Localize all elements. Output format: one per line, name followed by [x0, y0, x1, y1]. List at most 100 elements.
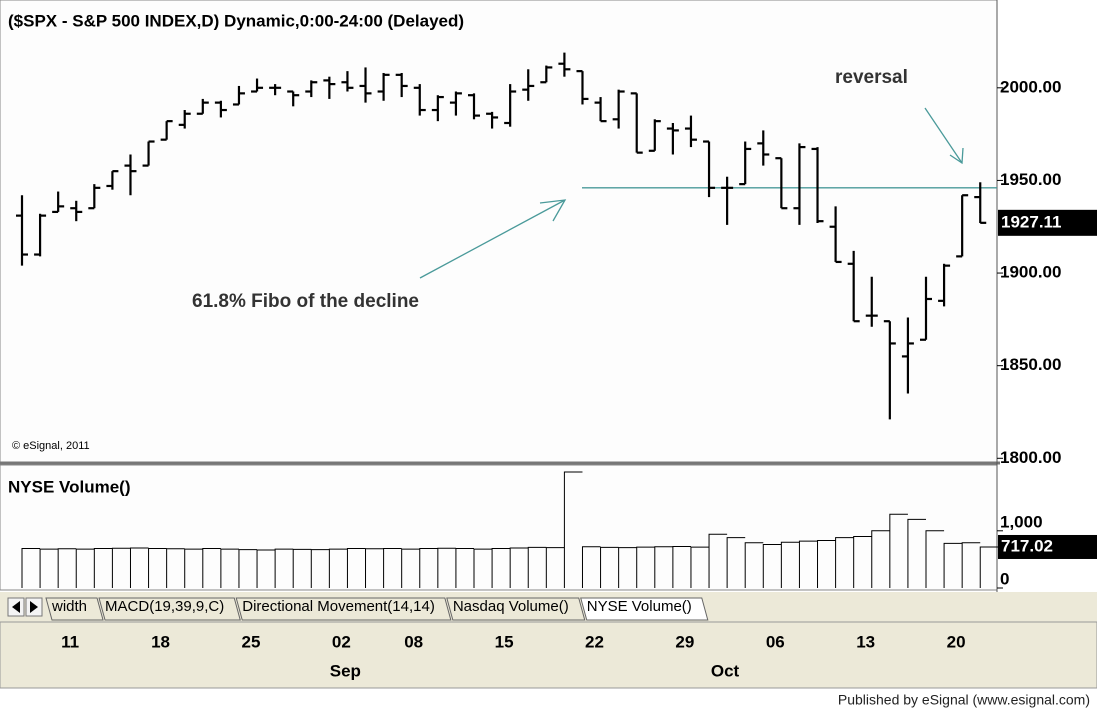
volume-bar [93, 548, 113, 588]
volume-bar [690, 546, 710, 588]
volume-bar [708, 533, 728, 588]
volume-bar [726, 537, 746, 588]
volume-bar [437, 547, 456, 588]
volume-bar [39, 548, 59, 588]
volume-bar [383, 548, 402, 588]
y-tick-label: 1,000 [1000, 512, 1043, 531]
volume-title: NYSE Volume() [8, 477, 130, 496]
last-value-box [998, 209, 1097, 236]
tab[interactable] [45, 597, 104, 621]
annotation: 61.8% Fibo of the decline [192, 291, 419, 312]
volume-bar [563, 471, 583, 588]
tab[interactable] [235, 597, 452, 621]
x-tick-label: 18 [151, 632, 170, 651]
tab-label: Nasdaq Volume() [453, 598, 569, 615]
volume-bar [853, 536, 872, 588]
volume-bar [835, 537, 854, 588]
footer: Published by eSignal (www.esignal.com) [838, 692, 1090, 708]
volume-bar [527, 546, 547, 588]
date-axis [0, 621, 1097, 689]
x-tick-label: 25 [241, 632, 260, 651]
volume-bar [256, 549, 276, 588]
volume-bar [202, 548, 221, 588]
tab-label: MACD(19,39,9,C) [105, 598, 224, 615]
arrow-head [949, 147, 964, 165]
volume-bar [328, 548, 348, 588]
volume-bar [346, 548, 366, 588]
volume-bar [817, 540, 836, 588]
volume-bar [274, 548, 294, 588]
arrow [419, 199, 566, 279]
volume-bar [509, 547, 529, 588]
tab[interactable] [98, 597, 241, 621]
volume-bar [907, 518, 926, 588]
month-label: Oct [711, 661, 740, 680]
volume-bar [545, 547, 565, 588]
copyright: © eSignal, 2011 [12, 440, 90, 452]
y-tick-label: 1950.00 [1000, 170, 1061, 189]
volume-bar [129, 547, 149, 588]
volume-bar [184, 548, 203, 588]
volume-bar [654, 546, 673, 588]
x-tick-label: 29 [675, 632, 694, 651]
y-tick-label: 1850.00 [1000, 355, 1061, 374]
volume-bar [581, 546, 601, 588]
volume-bar [762, 544, 782, 588]
arrow-right [30, 601, 38, 613]
volume-bar [111, 547, 131, 588]
tab-label: NYSE Volume() [587, 598, 692, 615]
tab[interactable] [580, 597, 709, 621]
x-tick-label: 13 [856, 632, 875, 651]
volume-bar [148, 548, 167, 588]
x-tick-label: 06 [766, 632, 785, 651]
x-tick-label: 02 [332, 632, 351, 651]
arrow-head [539, 199, 567, 222]
volume-bar [473, 548, 493, 588]
tab[interactable] [446, 597, 586, 621]
last-value-box [998, 534, 1097, 559]
volume-bar [166, 548, 185, 588]
chart-title: ($SPX - S&P 500 INDEX,D) Dynamic,0:00-24… [8, 11, 464, 30]
volume-bar [310, 549, 330, 588]
x-tick-label: 20 [947, 632, 966, 651]
volume-bar [889, 513, 908, 588]
volume-bar [780, 541, 800, 588]
volume-bar [365, 548, 384, 588]
x-tick-label: 22 [585, 632, 604, 651]
tab-label: width [51, 598, 87, 615]
volume-bar [455, 548, 474, 588]
price-panel [0, 0, 998, 463]
volume-panel [0, 464, 998, 591]
y-tick-label: 1800.00 [1000, 448, 1061, 467]
volume-bar [220, 548, 239, 588]
volume-bar [491, 548, 511, 588]
volume-bar [600, 546, 619, 588]
volume-bar [979, 546, 999, 588]
annotation: reversal [835, 67, 908, 88]
volume-bar [943, 542, 963, 588]
y-tick-label: 1900.00 [1000, 263, 1061, 282]
volume-bar [672, 546, 691, 588]
volume-bar [21, 548, 41, 588]
volume-bar [636, 546, 655, 588]
volume-bar [419, 548, 438, 588]
x-tick-label: 15 [495, 632, 514, 651]
x-tick-label: 08 [404, 632, 423, 651]
arrow-left [12, 601, 20, 613]
arrow [924, 107, 963, 164]
volume-bar [75, 548, 95, 588]
volume-bar [57, 548, 77, 588]
tab-label: Directional Movement(14,14) [242, 598, 435, 615]
last-value: 1927.11 [1001, 212, 1062, 231]
volume-bar [871, 530, 890, 588]
last-value: 717.02 [1001, 536, 1053, 555]
x-tick-label: 11 [61, 632, 79, 651]
volume-bar [925, 530, 945, 588]
volume-bar [798, 540, 818, 588]
volume-bar [401, 548, 420, 588]
volume-bar [292, 548, 312, 588]
volume-bar [744, 542, 764, 588]
volume-bar [618, 547, 637, 588]
volume-bar [238, 549, 258, 588]
